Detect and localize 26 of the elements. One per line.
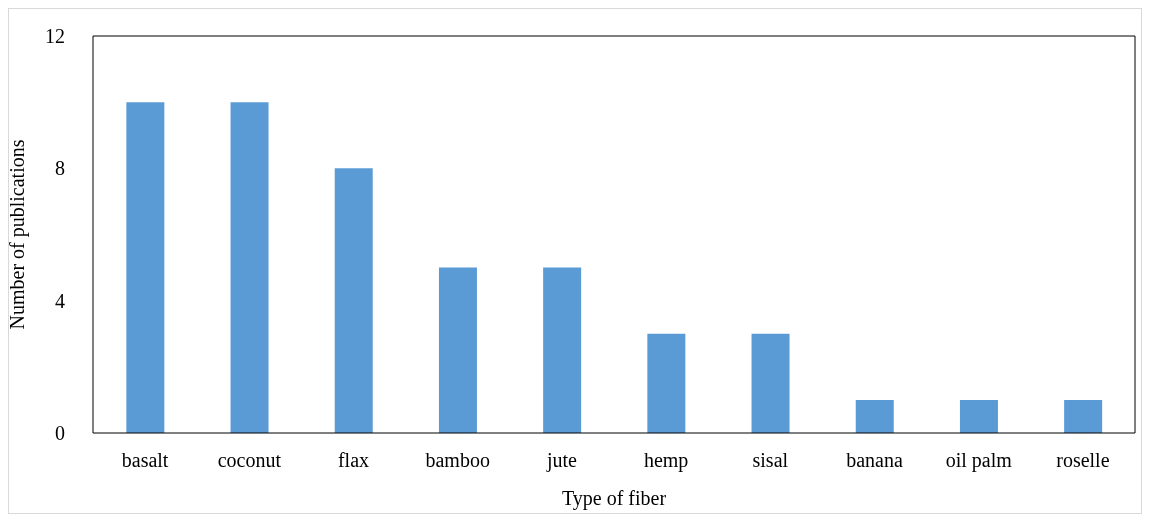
y-tick-label: 4 [55, 289, 65, 312]
x-tick-label: bamboo [425, 449, 490, 472]
bar [647, 333, 686, 433]
x-tick-label: banana [846, 449, 903, 472]
bar [751, 333, 790, 433]
x-tick-label: jute [545, 449, 578, 473]
x-tick-label: basalt [121, 449, 169, 472]
bar [1064, 399, 1103, 433]
y-tick-label: 8 [55, 157, 65, 180]
x-tick-label: roselle [1056, 449, 1110, 472]
x-tick-label: flax [337, 449, 370, 472]
x-tick-label: oil palm [945, 449, 1013, 473]
bar [334, 168, 373, 433]
bar [855, 399, 894, 433]
y-axis-title: Number of publications [6, 139, 30, 330]
bar [230, 102, 269, 433]
y-tick-label: 0 [55, 422, 65, 445]
y-tick-label: 12 [45, 25, 65, 48]
x-tick-label: coconut [217, 449, 282, 472]
x-tick-label: hemp [643, 449, 689, 473]
x-tick-label: sisal [752, 449, 789, 472]
bar [543, 267, 582, 433]
bar [126, 102, 165, 433]
bar [438, 267, 477, 433]
x-axis-title: Type of fiber [561, 487, 667, 510]
bar [959, 399, 998, 433]
